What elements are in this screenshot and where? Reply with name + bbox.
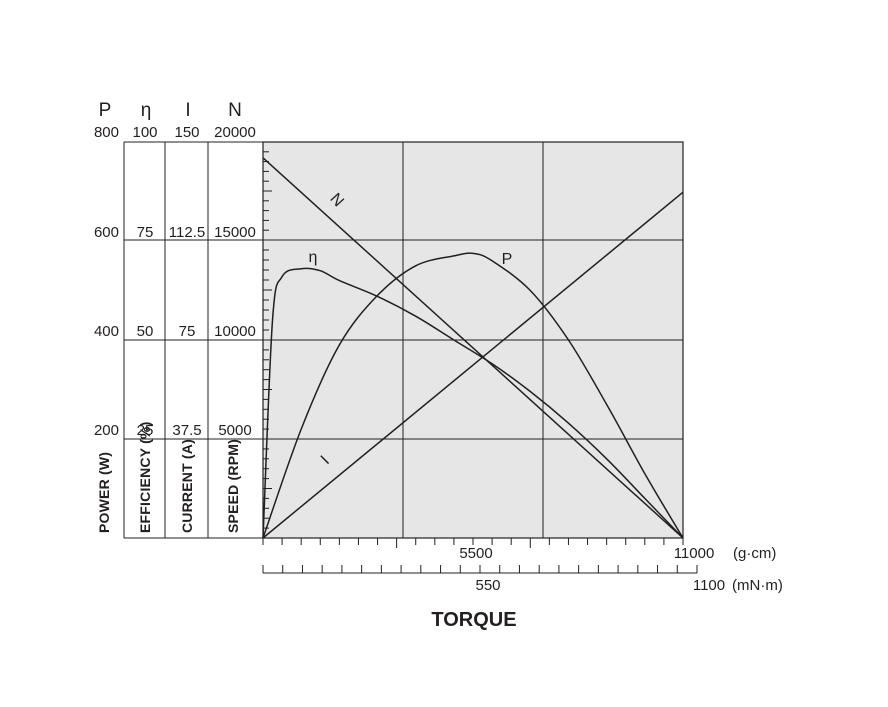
axis-symbol: P	[99, 100, 112, 121]
x-tick-label: 1100	[693, 577, 725, 594]
axis-title: EFFICIENCY (%)	[137, 422, 153, 533]
axis-symbol: N	[228, 100, 242, 121]
series-label: P	[502, 251, 513, 268]
chart-title: TORQUE	[431, 609, 516, 631]
y-tick-label: 75	[137, 224, 154, 241]
axis-title: POWER (W)	[96, 452, 112, 533]
y-tick-label: 150	[174, 124, 199, 141]
series-line	[262, 267, 684, 539]
x-axis-unit: (g·cm)	[733, 545, 776, 562]
y-tick-label: 50	[137, 323, 154, 340]
y-tick-label: 200	[94, 422, 119, 439]
series-label: η	[309, 249, 318, 266]
y-tick-label: 15000	[214, 224, 256, 241]
axis-symbol: η	[141, 100, 152, 121]
axis-title: CURRENT (A)	[179, 439, 195, 533]
y-tick-label: 100	[132, 124, 157, 141]
series-line	[262, 191, 684, 539]
y-tick-label: 25	[137, 422, 154, 439]
y-tick-label: 112.5	[169, 224, 205, 241]
axis-title: SPEED (RPM)	[225, 439, 241, 533]
x-tick-label: 5500	[459, 545, 492, 562]
axis-symbol: I	[185, 100, 190, 121]
y-tick-label: 75	[179, 323, 196, 340]
y-tick-label: 20000	[214, 124, 256, 141]
series-line	[262, 157, 684, 539]
y-tick-label: 37.5	[172, 422, 201, 439]
y-tick-label: 400	[94, 323, 119, 340]
y-tick-label: 800	[94, 124, 119, 141]
y-tick-label: 5000	[218, 422, 251, 439]
series-line	[262, 252, 684, 539]
y-tick-label: 10000	[214, 323, 256, 340]
x-tick-label: 11000	[674, 545, 715, 562]
x-axis-unit: (mN·m)	[732, 577, 783, 594]
x-tick-label: 550	[475, 577, 500, 594]
y-tick-label: 600	[94, 224, 119, 241]
